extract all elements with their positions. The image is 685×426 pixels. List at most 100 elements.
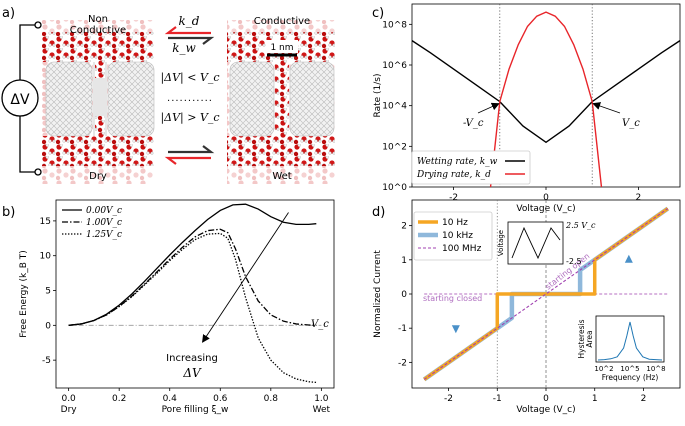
panel-a-letter: a) [2, 6, 15, 21]
c-xtick-label: -2 [449, 193, 458, 203]
right-bottom-label: Wet [272, 171, 291, 182]
b-xtick-label: 0.8 [264, 394, 279, 404]
c-ytick-label: 10^0 [382, 183, 407, 193]
d-legend-label: 10 kHz [442, 231, 473, 241]
cond-lower: |ΔV| > V_c [160, 111, 219, 125]
inset-voltage-bottom: -2.5 [566, 257, 582, 266]
b-xtick-label: 0.0 [61, 394, 76, 404]
d-legend-label: 100 MHz [442, 244, 482, 254]
c-ytick-label: 10^4 [382, 102, 407, 112]
b-ytick-label: 15 [40, 217, 51, 227]
b-ytick-label: 0 [45, 321, 51, 331]
dry-arrow [164, 156, 211, 165]
panel-c: c) -2 0 2 10^0 10^2 10^4 10^6 10^8 Voltage (V_c)… [372, 3, 681, 214]
panel-d-letter: d) [372, 205, 385, 220]
inset-hysteresis-curve [597, 321, 663, 361]
c-xtick-label: 0 [543, 193, 549, 203]
b-xtick-label: 1.0 [314, 394, 329, 404]
left-bottom-label: Dry [89, 171, 107, 182]
d-ytick-label: 2 [401, 222, 407, 232]
d-ytick-label: -2 [398, 358, 407, 368]
panel-b: b) 0.0 0.2 0.4 0.6 0.8 1.0 -5 0 5 10 15 Dry Wet Pore … [2, 199, 335, 415]
free-energy-plot: 0.0 0.2 0.4 0.6 0.8 1.0 -5 0 5 10 15 Dry Wet Pore fil… [19, 199, 335, 415]
kw-arrow [168, 36, 215, 45]
left-simulation: Non Conductive Dry [42, 14, 155, 184]
inset-hysteresis-ylabel-1: Hysteresis [577, 319, 586, 358]
d-ytick-label: -1 [398, 324, 407, 334]
right-simulation: Conductive Wet 1 nm [227, 16, 335, 184]
d-down-arrow-icon [451, 325, 460, 334]
voltage-source-icon [1, 79, 39, 117]
b-legend-label: 0.00V_c [86, 206, 122, 216]
c-series-line [489, 11, 603, 187]
c-ylabel: Rate (1/s) [373, 74, 383, 118]
b-legend-label: 1.00V_c [86, 218, 122, 228]
c-anno-arrow-right [592, 102, 621, 114]
c-legend-label: Wetting rate, k_w [417, 157, 498, 167]
inset-hysteresis-tick-1: 10^2 [594, 365, 613, 373]
c-xlabel: Voltage (V_c) [516, 204, 575, 214]
d-up-arrow-icon [624, 254, 633, 263]
circuit: ΔV [1, 21, 42, 176]
inset-hysteresis-xlabel: Frequency (Hz) [602, 373, 659, 382]
inset-hysteresis-ylabel-2: Area [585, 330, 594, 347]
cond-upper: |ΔV| < V_c [160, 71, 219, 85]
d-ytick-label: 0 [401, 290, 407, 300]
b-x-extra-label: Dry [61, 405, 78, 415]
kd-label: k_d [179, 14, 200, 28]
left-title-2: Conductive [70, 25, 126, 36]
b-xlabel: Pore filling ξ_w [162, 405, 229, 415]
c-legend-label: Drying rate, k_d [416, 170, 491, 180]
cond-dots: ........... [167, 93, 213, 104]
panel-b-letter: b) [2, 205, 15, 220]
d-xtick-label: 2 [641, 394, 647, 404]
wet-arrow [168, 145, 215, 154]
b-series-line [68, 203, 317, 326]
b-ytick-label: -5 [42, 356, 51, 366]
scale-bar-label: 1 nm [270, 43, 293, 53]
d-legend-label: 10 Hz [442, 218, 468, 228]
kw-label: k_w [172, 41, 196, 55]
inset-voltage-wave [511, 226, 561, 260]
c-anno-vc: V_c [622, 118, 640, 129]
b-ytick-label: 5 [45, 287, 51, 297]
b-anno-vc: V_c [311, 319, 329, 330]
c-ytick-label: 10^6 [382, 61, 407, 71]
b-xtick-label: 0.6 [213, 394, 228, 404]
b-legend-label: 1.25V_c [86, 230, 122, 240]
c-ytick-label: 10^2 [382, 142, 407, 152]
inset-hysteresis-tick-2: 10^5 [620, 365, 639, 373]
d-ylabel: Normalized Current [373, 250, 383, 338]
c-anno-neg-vc: -V_c [463, 118, 484, 129]
b-xtick-label: 0.4 [163, 394, 178, 404]
inset-hysteresis: Hysteresis Area 10^2 10^5 10^8 Frequency… [577, 315, 666, 382]
inset-voltage: Voltage 2.5 V_c -2.5 [497, 221, 596, 266]
d-series-line [423, 207, 669, 381]
b-xtick-label: 0.2 [112, 394, 126, 404]
c-legend-box [411, 150, 531, 185]
left-title-1: Non [88, 14, 108, 25]
inset-voltage-ylabel: Voltage [497, 230, 505, 256]
rate-arrows: k_d k_w |ΔV| < V_c ........... |ΔV| > V_… [160, 14, 220, 165]
inset-hysteresis-tick-3: 10^8 [646, 365, 665, 373]
b-anno-dv: ΔV [182, 366, 202, 380]
c-anno-arrow-left [477, 102, 500, 114]
panel-a: a) ΔV Non Conductive Dry [1, 6, 335, 184]
panel-c-letter: c) [372, 6, 384, 21]
d-ytick-label: 1 [401, 256, 407, 266]
b-series-line [68, 228, 317, 326]
b-ylabel: Free Energy (k_B T) [19, 250, 29, 338]
kd-arrow [164, 26, 211, 35]
b-ytick-label: 10 [40, 252, 52, 262]
b-x-extra-label: Wet [313, 405, 331, 415]
b-axes-frame [55, 199, 335, 389]
c-ytick-label: 10^8 [382, 20, 407, 30]
d-xtick-label: -1 [493, 394, 502, 404]
inset-voltage-top: 2.5 V_c [565, 221, 596, 230]
d-starting-closed: starting closed [423, 294, 482, 303]
c-xtick-label: 2 [636, 193, 642, 203]
panel-d: d) -2 -1 0 1 2 -2 -1 0 1 2 Voltage (V_c) Normalized… [372, 199, 681, 415]
voltage-source-label: ΔV [10, 92, 30, 108]
b-increasing-arrow [202, 212, 289, 343]
